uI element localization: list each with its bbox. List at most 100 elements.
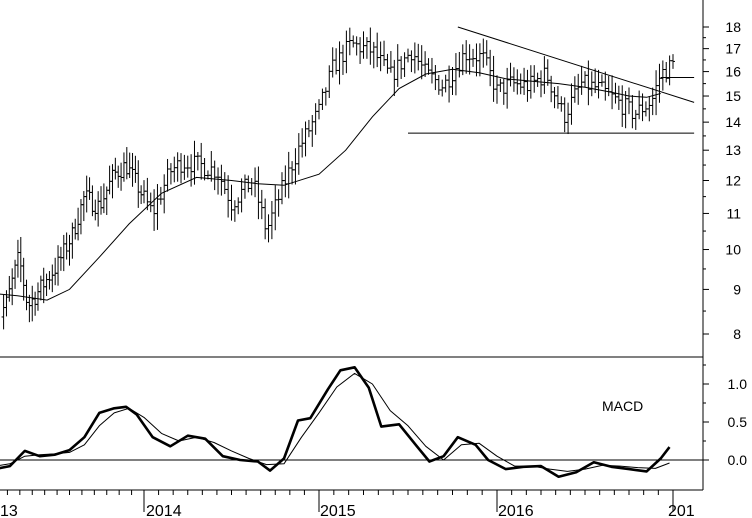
- ohlc-bar: [364, 37, 369, 59]
- ohlc-bar: [253, 167, 258, 198]
- ohlc-bar: [347, 27, 352, 56]
- ohlc-bar: [133, 155, 138, 183]
- ohlc-bar: [212, 160, 217, 191]
- ohlc-bar: [654, 70, 659, 116]
- ohlc-bar: [660, 60, 665, 91]
- ohlc-bar: [620, 85, 625, 127]
- ohlc-bar: [423, 51, 428, 77]
- ohlc-bar: [375, 32, 380, 68]
- ohlc-bar: [189, 154, 194, 187]
- macd-panel: MACD: [0, 366, 703, 478]
- ohlc-bar: [429, 57, 434, 84]
- price-tick-label: 13: [725, 142, 741, 158]
- ohlc-bar: [616, 85, 621, 110]
- ohlc-bar: [142, 180, 146, 204]
- ohlc-bar: [647, 96, 652, 122]
- ohlc-bar: [41, 267, 46, 304]
- ohlc-bar: [378, 41, 383, 72]
- ohlc-bar: [38, 275, 43, 301]
- ohlc-bar: [406, 48, 410, 63]
- ohlc-bar: [56, 245, 61, 286]
- macd-tick-label: 1.0: [728, 376, 748, 392]
- ohlc-bar: [351, 35, 356, 48]
- ohlc-bar: [572, 76, 577, 103]
- price-tick-label: 17: [725, 41, 741, 57]
- ohlc-bar: [246, 175, 251, 193]
- price-tick-label: 10: [725, 242, 741, 258]
- ohlc-bar: [505, 67, 510, 109]
- ohlc-bar: [273, 185, 278, 231]
- signal-line: [0, 372, 670, 472]
- ohlc-bar: [596, 69, 601, 99]
- ohlc-bar: [1, 294, 6, 330]
- ohlc-bar: [24, 279, 29, 311]
- ohlc-bar: [576, 73, 581, 105]
- ohlc-bar: [542, 56, 547, 94]
- ohlc-bar: [498, 78, 503, 92]
- ohlc-bar: [216, 167, 221, 195]
- macd-tick-label: 0.5: [728, 414, 748, 430]
- ohlc-bar: [453, 53, 458, 96]
- ohlc-bar: [471, 48, 476, 67]
- ohlc-bar: [477, 43, 482, 77]
- ohlc-bar: [168, 163, 173, 185]
- ohlc-bar: [495, 75, 499, 104]
- ohlc-bar: [488, 49, 493, 87]
- ohlc-bar: [474, 43, 479, 77]
- ohlc-bar: [409, 50, 414, 73]
- ohlc-bar: [664, 61, 669, 83]
- ohlc-bar: [93, 199, 98, 221]
- ohlc-bar: [599, 74, 604, 87]
- ohlc-bar: [44, 273, 49, 297]
- ohlc-bar: [266, 214, 271, 243]
- ohlc-bar: [402, 52, 407, 77]
- ohlc-bar: [73, 218, 78, 240]
- ohlc-bar: [388, 51, 393, 73]
- ohlc-bar: [199, 142, 204, 180]
- ohlc-bar: [21, 257, 26, 301]
- ohlc-bar: [18, 236, 23, 283]
- ohlc-bar: [368, 27, 373, 65]
- x-axis: 13 2014 2015 2016 201: [0, 490, 695, 518]
- ohlc-bar: [361, 31, 366, 59]
- ohlc-bar: [283, 165, 288, 198]
- price-tick-label: 15: [725, 88, 741, 104]
- ohlc-bar: [172, 156, 177, 183]
- ohlc-bar: [447, 65, 452, 103]
- ohlc-bar: [392, 59, 397, 97]
- ohlc-bar: [165, 158, 170, 192]
- ohlc-bar: [33, 291, 38, 316]
- ohlc-bar: [249, 178, 254, 196]
- macd-title: MACD: [602, 398, 643, 414]
- ohlc-bar: [633, 109, 638, 130]
- ohlc-bar: [81, 191, 86, 222]
- ohlc-bar: [549, 75, 554, 103]
- ohlc-bar: [209, 151, 214, 182]
- ohlc-bar: [566, 102, 571, 135]
- ohlc-bar: [569, 83, 574, 125]
- ohlc-bar: [50, 264, 55, 293]
- ohlc-bar: [589, 71, 594, 97]
- ohlc-bar: [293, 148, 298, 185]
- ohlc-bar: [579, 65, 584, 95]
- ohlc-bar: [232, 200, 237, 222]
- ohlc-bar: [539, 70, 543, 98]
- ohlc-bar: [58, 246, 63, 271]
- ohlc-bar: [532, 65, 537, 93]
- price-tick-label: 11: [726, 205, 741, 221]
- price-tick-label: 9: [733, 281, 741, 297]
- trendline-1: [457, 26, 695, 103]
- price-tick-label: 18: [725, 19, 741, 35]
- ohlc-bar: [481, 38, 486, 68]
- ohlc-bar: [175, 152, 180, 182]
- ohlc-bar: [525, 69, 530, 102]
- ohlc-bar: [152, 189, 157, 231]
- ohlc-bar: [650, 87, 655, 116]
- macd-tick-label: 0.0: [728, 452, 748, 468]
- ohlc-bar: [222, 172, 227, 195]
- ohlc-bar: [340, 44, 345, 75]
- ohlc-bar: [371, 41, 376, 69]
- ohlc-bar: [64, 232, 69, 260]
- ohlc-bar: [279, 172, 284, 205]
